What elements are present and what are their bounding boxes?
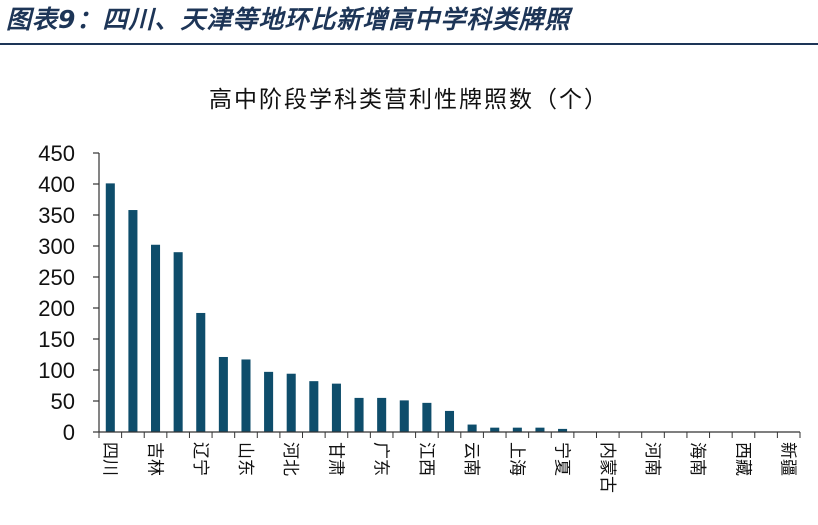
bar-江苏	[354, 397, 364, 432]
y-tick-label: 100	[38, 358, 75, 383]
y-tick-label: 300	[38, 234, 75, 259]
y-tick-label: 0	[63, 420, 75, 445]
y-tick-label: 350	[38, 203, 75, 228]
x-category-label: 西藏	[732, 442, 752, 476]
x-category-label: 内蒙古	[597, 442, 617, 493]
x-category-label: 云南	[461, 442, 481, 476]
bar-陕西	[218, 356, 228, 432]
bar-湖北	[309, 381, 319, 432]
title-divider	[0, 43, 818, 45]
bar-江西	[422, 402, 432, 432]
y-tick-label: 250	[38, 265, 75, 290]
bar-甘肃	[331, 383, 341, 432]
x-category-label: 河北	[280, 442, 300, 476]
bar-河北	[286, 373, 296, 432]
bar-湖南	[173, 252, 183, 432]
x-category-label: 山东	[235, 442, 255, 476]
x-category-label: 宁夏	[552, 442, 572, 476]
x-category-label: 江西	[416, 442, 436, 476]
y-tick-label: 50	[51, 389, 75, 414]
figure-title: 图表9：四川、天津等地环比新增高中学科类牌照	[6, 5, 571, 34]
x-category-label: 辽宁	[190, 442, 210, 476]
x-axis: 四川 吉林 辽宁 山东 河北 甘肃 广东 江西 云南 上海 宁夏 内蒙古 河南 海南 西藏 新疆	[98, 431, 801, 493]
x-category-label: 甘肃	[325, 442, 345, 476]
bar-天津	[128, 210, 138, 432]
bar-上海	[512, 427, 522, 432]
x-category-label: 吉林	[145, 442, 165, 476]
bars	[105, 183, 568, 432]
x-category-label: 新疆	[778, 442, 798, 476]
bar-浙江	[399, 400, 409, 432]
chart-title: 高中阶段学科类营利性牌照数（个）	[209, 87, 609, 113]
bar-山东	[241, 359, 251, 432]
y-tick-label: 200	[38, 296, 75, 321]
y-tick-label: 400	[38, 172, 75, 197]
bar-福建	[535, 427, 545, 432]
x-category-label: 四川	[99, 442, 119, 476]
bar-宁夏	[558, 428, 568, 432]
y-tick-label: 150	[38, 327, 75, 352]
y-tick-label: 450	[38, 141, 75, 166]
bar-广东	[377, 397, 387, 432]
y-axis: 0 50 100 150 200 250 300 350 400 450	[38, 141, 100, 445]
bar-贵州	[264, 371, 274, 432]
bar-重庆	[444, 410, 455, 432]
bar-四川	[105, 183, 115, 432]
bar-辽宁	[196, 312, 206, 432]
bar-云南	[467, 424, 477, 432]
bar-吉林	[151, 244, 161, 432]
x-category-label: 广东	[371, 442, 391, 476]
bar-黑龙江	[490, 427, 500, 432]
x-category-label: 河南	[642, 442, 662, 476]
x-category-label: 上海	[506, 442, 526, 476]
x-category-label: 海南	[687, 442, 707, 476]
